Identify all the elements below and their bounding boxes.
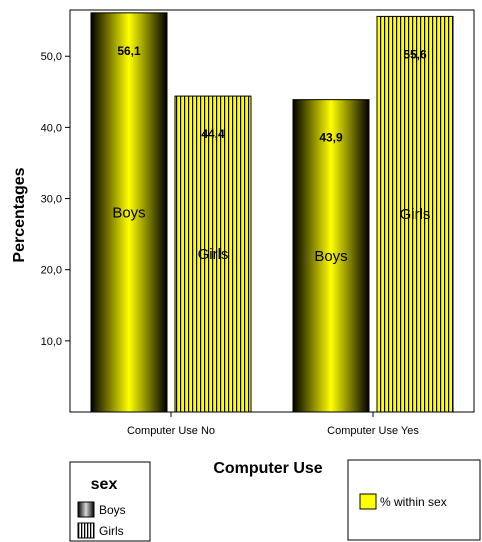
y-axis-title: Percentages xyxy=(11,167,28,262)
legend-swatch-percent xyxy=(359,493,377,510)
legend-label-percent: % within sex xyxy=(380,495,447,509)
bars-group: 56,1 Boys 44,4 Girls 43,9 Boys 55,6 Girls xyxy=(90,12,454,413)
y-tick-label: 20,0 xyxy=(41,265,62,277)
x-axis-title: Computer Use xyxy=(213,460,322,477)
legend-label-boys: Boys xyxy=(99,503,126,517)
x-axis-ticks: Computer Use No Computer Use Yes xyxy=(127,412,419,437)
bar-boys-1 xyxy=(90,12,168,413)
y-axis-ticks: 10,0 20,0 30,0 40,0 50,0 xyxy=(41,51,70,348)
legend-swatch-girls xyxy=(77,522,95,539)
bar-value-label: 43,9 xyxy=(319,131,343,145)
legend-measure: % within sex xyxy=(347,459,481,541)
bar-value-label: 44,4 xyxy=(201,127,225,141)
bar-value-label: 56,1 xyxy=(117,44,141,58)
x-tick-label: Computer Use No xyxy=(127,425,215,437)
bar-series-label: Girls xyxy=(400,206,431,223)
legend-title: sex xyxy=(91,476,118,493)
y-tick-label: 40,0 xyxy=(41,122,62,134)
x-tick-label: Computer Use Yes xyxy=(327,425,419,437)
legend-sex: sex Boys Girls xyxy=(69,461,151,542)
bar-girls-2 xyxy=(376,15,454,413)
y-tick-label: 50,0 xyxy=(41,51,62,63)
legend-swatch-boys xyxy=(77,501,95,518)
bar-series-label: Girls xyxy=(198,246,229,263)
bar-girls-1 xyxy=(174,95,252,413)
y-tick-label: 10,0 xyxy=(41,336,62,348)
y-tick-label: 30,0 xyxy=(41,194,62,206)
bar-value-label: 55,6 xyxy=(403,47,427,61)
bar-series-label: Boys xyxy=(112,204,145,221)
bar-series-label: Boys xyxy=(314,248,347,265)
legend-label-girls: Girls xyxy=(99,524,124,538)
bar-boys-2 xyxy=(292,99,370,413)
